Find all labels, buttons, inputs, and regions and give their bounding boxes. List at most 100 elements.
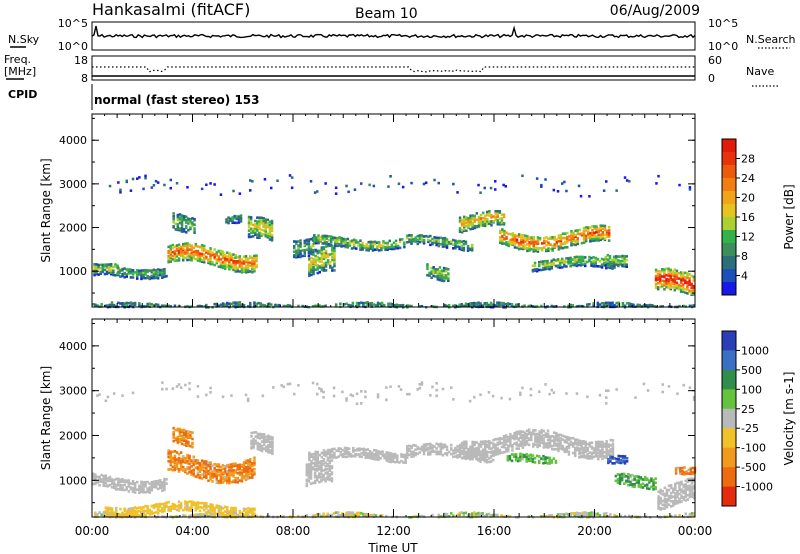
data-cell [477,452,481,456]
data-cell [522,234,525,237]
data-cell [536,241,540,244]
data-cell [240,303,244,307]
data-cell [468,304,472,308]
data-cell [469,220,472,224]
data-cell [121,480,124,483]
data-cell [233,217,236,220]
data-cell [169,455,172,459]
nave-trace [92,66,695,73]
data-cell [590,441,594,445]
data-cell [156,483,160,486]
data-cell [142,271,145,274]
data-cell [186,258,189,262]
data-cell [507,444,510,448]
data-cell [138,484,141,488]
data-cell [599,224,602,227]
data-cell [483,448,487,452]
data-cell [200,244,204,247]
data-cell [140,273,143,277]
data-cell [467,220,470,224]
data-cell [190,507,193,511]
data-cell [184,500,187,503]
data-cell [179,468,183,471]
data-cell [432,269,435,273]
data-cell [544,434,548,437]
data-cell [588,195,591,198]
data-cell [97,273,100,276]
data-cell [228,466,231,469]
data-cell [148,488,151,492]
data-cell [669,284,672,287]
data-cell [328,473,332,476]
data-cell [600,302,604,305]
data-cell [680,482,683,486]
data-cell [176,440,180,443]
data-cell [318,257,321,260]
data-cell [297,244,300,247]
data-cell [488,445,491,449]
data-cell [180,430,184,434]
data-cell [182,465,185,469]
data-cell [190,509,193,513]
data-cell [408,234,411,237]
data-cell [185,226,188,229]
data-cell [550,265,553,269]
data-cell [688,279,691,283]
data-cell [467,225,470,228]
data-cell [190,244,193,247]
data-cell [259,302,262,305]
data-cell [551,249,554,252]
data-cell [605,515,608,518]
data-cell [186,502,189,506]
data-cell [209,513,212,517]
data-cell [142,514,145,517]
data-cell [505,243,508,247]
data-cell [321,237,324,240]
data-cell [447,272,450,275]
data-cell [321,234,324,238]
data-cell [667,279,670,283]
data-cell [209,461,212,464]
data-cell [254,439,257,443]
data-cell [473,455,476,459]
data-cell [125,275,128,278]
data-cell [544,445,548,449]
data-cell [684,279,687,282]
data-cell [674,514,677,518]
data-cell [617,454,620,458]
data-cell [531,268,535,272]
data-cell [364,513,367,516]
data-cell [445,243,449,247]
data-cell [213,462,216,466]
data-cell [198,470,202,474]
data-cell [92,482,95,486]
data-cell [127,513,131,517]
data-cell [247,215,251,219]
data-cell [236,513,239,517]
data-cell [625,479,628,483]
data-cell [182,458,185,461]
data-cell [310,252,313,256]
data-cell [194,475,198,478]
data-cell [557,234,561,237]
data-cell [238,264,242,268]
data-cell [393,303,396,307]
data-cell [542,461,545,465]
data-cell [123,483,126,487]
data-cell [244,470,248,473]
data-cell [648,303,652,307]
data-cell [591,239,594,243]
data-cell [680,480,683,484]
data-cell [657,174,660,178]
data-cell [631,478,634,482]
data-cell [264,218,267,221]
data-cell [361,244,364,247]
data-cell [688,477,692,481]
data-cell [573,512,577,515]
data-cell [328,477,332,481]
data-cell [240,268,244,272]
data-cell [254,435,257,438]
data-cell [215,481,218,485]
data-cell [540,457,543,460]
data-cell [173,258,177,261]
